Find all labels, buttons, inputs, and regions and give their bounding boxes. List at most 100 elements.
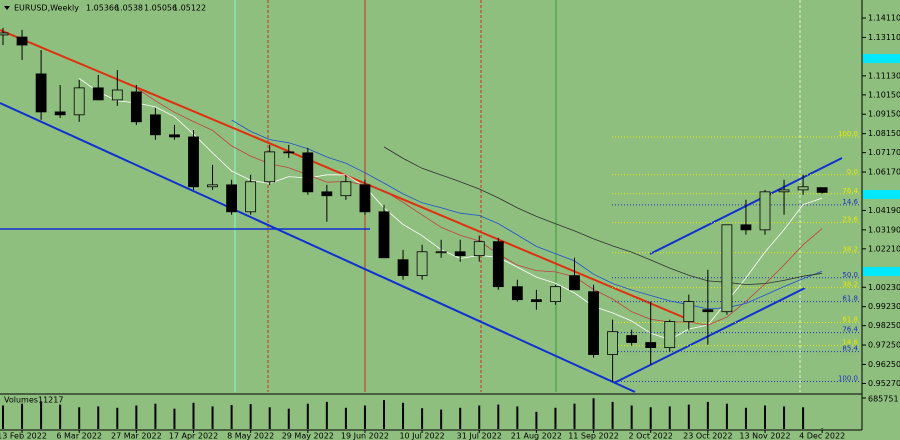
candle-body: [416, 251, 428, 277]
candle-body: [16, 36, 28, 46]
y-tick-label: 0.96250: [868, 360, 900, 369]
fib-label: 38.2: [842, 281, 858, 289]
fib-label: 61.8: [842, 295, 858, 303]
x-tick-label: 13 Feb 2022: [0, 432, 47, 440]
candle-body: [797, 186, 809, 191]
candle-body: [740, 224, 752, 231]
y-tick-label: 1.09150: [868, 110, 900, 119]
y-tick-label: 1.14110: [868, 14, 900, 23]
fib-label: 50.0: [842, 271, 858, 279]
y-tick-label: 1.04190: [868, 206, 900, 215]
candle-body: [0, 32, 9, 36]
candle-body: [531, 299, 542, 303]
candle-body: [778, 189, 790, 193]
x-tick-label: 11 Sep 2022: [568, 432, 619, 440]
fib-label: 85.4: [842, 345, 858, 353]
price-highlight: [863, 190, 900, 199]
volume-current: 11217: [38, 396, 63, 405]
candle-body: [359, 184, 371, 213]
candle-body: [35, 73, 47, 113]
y-tick-label: 1.07170: [868, 148, 900, 157]
candle-body: [683, 301, 695, 322]
candle-body: [721, 224, 733, 313]
y-tick-label: 1.02210: [868, 244, 900, 253]
fib-label: 14.6: [842, 339, 858, 347]
candle-body: [550, 286, 561, 303]
moving-average: [383, 146, 823, 286]
x-tick-label: 8 May 2022: [227, 432, 274, 440]
fib-label: 76.4: [842, 326, 858, 334]
x-tick-label: 4 Dec 2022: [799, 432, 845, 440]
y-tick-label: 1.10150: [868, 90, 900, 99]
candle-body: [435, 251, 447, 254]
candle-body: [607, 331, 618, 355]
y-tick-label: 0.99230: [868, 302, 900, 311]
trend-line: [613, 287, 806, 384]
y-tick-label: 1.00230: [868, 283, 900, 292]
y-tick-label: 1.13110: [868, 33, 900, 42]
x-tick-label: 6 Mar 2022: [56, 432, 102, 440]
candle-body: [454, 251, 466, 257]
candle-body: [92, 87, 104, 101]
candle-body: [816, 187, 828, 193]
candle-body: [702, 309, 714, 313]
header-open: 1.05366: [86, 4, 119, 13]
candle-body: [149, 114, 161, 136]
candle-body: [569, 275, 580, 291]
volume-title: Volumes: [4, 396, 38, 405]
y-tick-label: 1.06170: [868, 168, 900, 177]
fib-label: 14.6: [842, 198, 858, 206]
y-tick-label: 1.11130: [868, 71, 900, 80]
candle-body: [588, 291, 599, 355]
y-tick-label: 0.95270: [868, 379, 900, 388]
x-tick-label: 13 Nov 2022: [739, 432, 790, 440]
candle-body: [226, 184, 238, 213]
candle-body: [73, 87, 85, 116]
fib-label: 76.4: [842, 187, 858, 195]
candle-body: [130, 91, 142, 123]
price-highlight: [863, 267, 900, 276]
candle-body: [664, 321, 676, 348]
candle-body: [188, 136, 199, 188]
candle-body: [111, 89, 123, 101]
fib-label: 23.6: [842, 216, 858, 224]
y-tick-label: 1.08150: [868, 129, 900, 138]
candle-body: [245, 181, 257, 213]
candle-body: [473, 241, 485, 257]
candle-body: [759, 191, 771, 231]
x-tick-label: 10 Jul 2022: [399, 432, 444, 440]
y-tick-label: 0.97250: [868, 341, 900, 350]
x-tick-label: 29 May 2022: [282, 432, 334, 440]
fib-label: 0.0: [847, 168, 858, 176]
fib-label: 61.8: [842, 316, 858, 324]
x-tick-label: 21 Aug 2022: [511, 432, 562, 440]
fib-label: 100.0: [838, 130, 858, 138]
chart-title: EURUSD,Weekly: [14, 4, 79, 13]
y-tick-label: 1.03190: [868, 225, 900, 234]
candle-body: [264, 151, 276, 183]
candle-body: [511, 286, 523, 301]
candle-body: [283, 151, 295, 154]
menu-icon: [4, 6, 10, 10]
volume-tick-label: 685751: [868, 395, 899, 404]
x-tick-label: 2 Oct 2022: [629, 432, 673, 440]
header-high: 1.0538: [115, 4, 143, 13]
candle-body: [645, 342, 657, 348]
y-tick-label: 0.98250: [868, 321, 900, 330]
candle-body: [321, 191, 333, 197]
candle-body: [378, 211, 390, 259]
candle-body: [169, 134, 180, 138]
trend-line: [0, 102, 636, 393]
candle-body: [302, 152, 314, 193]
header-low: 1.05056: [144, 4, 177, 13]
x-tick-label: 17 Apr 2022: [169, 432, 218, 440]
candle-body: [397, 259, 409, 277]
x-tick-label: 27 Mar 2022: [111, 432, 162, 440]
fib-label: 100.0: [838, 375, 858, 383]
fib-label: 38.2: [842, 246, 858, 254]
x-tick-label: 23 Oct 2022: [683, 432, 732, 440]
candle-body: [340, 181, 352, 197]
candle-body: [492, 241, 504, 288]
x-tick-label: 19 Jun 2022: [341, 432, 389, 440]
